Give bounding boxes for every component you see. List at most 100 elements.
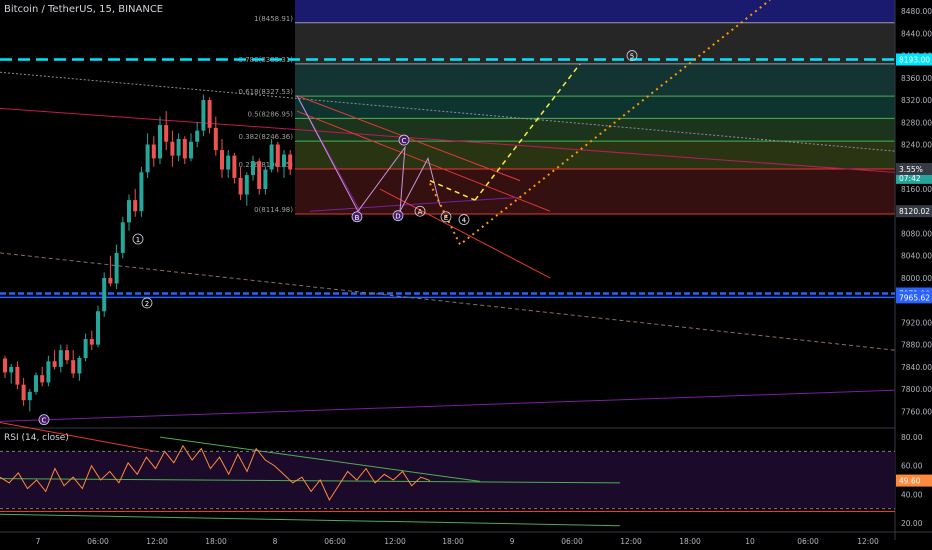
candle bbox=[195, 130, 200, 142]
time-tick-label: 9 bbox=[510, 537, 515, 546]
price-tick-label: 7920.00 bbox=[901, 318, 932, 327]
candle bbox=[34, 375, 38, 392]
candle bbox=[65, 350, 69, 361]
candle bbox=[145, 144, 150, 173]
price-tick-label: 7880.00 bbox=[901, 341, 932, 350]
candle bbox=[102, 277, 107, 312]
rsi-tick-label: 40.00 bbox=[901, 490, 923, 499]
time-tick-label: 06:00 bbox=[87, 537, 109, 546]
price-tick-label: 8240.00 bbox=[901, 141, 932, 150]
rsi-badge bbox=[896, 474, 932, 487]
candle bbox=[15, 366, 20, 385]
rsi-line bbox=[0, 444, 431, 502]
chart-header: Bitcoin / TetherUS, 15, BINANCE bbox=[4, 4, 164, 15]
price-tick-label: 7840.00 bbox=[901, 363, 932, 372]
candle bbox=[3, 358, 7, 373]
projection-yellow bbox=[429, 179, 476, 201]
wedge-line bbox=[296, 110, 551, 212]
fib-label: 0.786(8385.31) bbox=[239, 56, 294, 64]
candle bbox=[226, 155, 231, 170]
wave-marker bbox=[141, 297, 153, 309]
time-tick-label: 18:00 bbox=[205, 537, 227, 546]
candle bbox=[120, 222, 125, 253]
price-badge bbox=[896, 53, 932, 66]
price-badge-label: 8193.00 bbox=[899, 55, 930, 64]
time-tick-label: 06:00 bbox=[324, 537, 346, 546]
fib-zone bbox=[295, 118, 895, 142]
trend-line bbox=[0, 107, 896, 173]
wave-marker bbox=[38, 414, 50, 426]
rsi-trend-green-2 bbox=[159, 436, 481, 482]
wave-marker bbox=[132, 233, 144, 245]
price-badge-label: 7965.62 bbox=[899, 293, 930, 302]
wedge-line bbox=[379, 188, 551, 279]
time-tick-label: 12:00 bbox=[146, 537, 168, 546]
candle bbox=[89, 339, 94, 345]
candle bbox=[288, 154, 293, 170]
candle bbox=[164, 125, 169, 142]
candle bbox=[96, 311, 100, 345]
trend-line bbox=[0, 252, 896, 351]
candle bbox=[189, 141, 193, 159]
time-tick-label: 06:00 bbox=[797, 537, 819, 546]
candle bbox=[21, 384, 26, 401]
price-tick-label: 8000.00 bbox=[901, 274, 932, 283]
wave-label: D bbox=[395, 213, 400, 221]
price-tick-label: 8480.00 bbox=[901, 7, 932, 16]
price-tick-label: 8280.00 bbox=[901, 118, 932, 127]
wave-label: B bbox=[355, 214, 360, 222]
candle bbox=[139, 172, 144, 212]
fib-label: 0.382(8246.36) bbox=[239, 133, 294, 141]
wave-label: A bbox=[418, 208, 423, 216]
trend-line bbox=[0, 389, 896, 422]
candle bbox=[282, 154, 286, 167]
candle bbox=[77, 357, 82, 374]
candle bbox=[9, 366, 14, 373]
price-badge bbox=[896, 162, 932, 175]
candle bbox=[251, 161, 255, 176]
time-tick-label: 7 bbox=[36, 537, 41, 546]
candle bbox=[158, 125, 162, 159]
time-tick-label: 8 bbox=[273, 537, 278, 546]
wave-label: 2 bbox=[145, 300, 149, 308]
time-tick-label: 12:00 bbox=[384, 537, 406, 546]
time-tick-label: 18:00 bbox=[679, 537, 701, 546]
price-badge bbox=[896, 205, 932, 218]
price-tick-label: 7760.00 bbox=[901, 407, 932, 416]
wedge-line bbox=[309, 196, 521, 212]
candle bbox=[71, 360, 76, 374]
wave-label: 4 bbox=[462, 217, 467, 225]
candle bbox=[220, 150, 224, 170]
candle bbox=[58, 350, 63, 367]
fib-zone bbox=[295, 168, 895, 214]
price-tick-label: 8160.00 bbox=[901, 185, 932, 194]
time-tick-label: 12:00 bbox=[620, 537, 642, 546]
candle bbox=[83, 339, 88, 358]
price-tick-label: 8440.00 bbox=[901, 29, 932, 38]
wave-label: C bbox=[42, 417, 47, 425]
fib-zone bbox=[295, 141, 895, 169]
price-badge-label: 8120.02 bbox=[899, 207, 930, 216]
candle bbox=[151, 144, 156, 159]
candle bbox=[232, 155, 237, 178]
wave-marker bbox=[440, 211, 452, 223]
trend-line bbox=[0, 71, 896, 152]
wave-label: 1 bbox=[136, 236, 140, 244]
candle bbox=[182, 138, 187, 159]
rsi-trend-green bbox=[0, 478, 621, 484]
projection-orange bbox=[429, 0, 771, 247]
wave-marker bbox=[414, 205, 426, 217]
candle bbox=[244, 175, 249, 195]
fib-zone-top bbox=[295, 0, 895, 23]
candle bbox=[46, 361, 51, 383]
fib-label: 0.5(8286.95) bbox=[247, 110, 293, 118]
candle bbox=[176, 138, 181, 156]
candle bbox=[108, 277, 113, 284]
wave-path bbox=[296, 95, 441, 213]
fib-zone bbox=[295, 96, 895, 119]
candle bbox=[275, 144, 280, 167]
candle bbox=[114, 252, 119, 284]
price-badge-label: 07:42 bbox=[899, 174, 921, 183]
fib-label: 0.236(8196.15) bbox=[239, 161, 294, 169]
